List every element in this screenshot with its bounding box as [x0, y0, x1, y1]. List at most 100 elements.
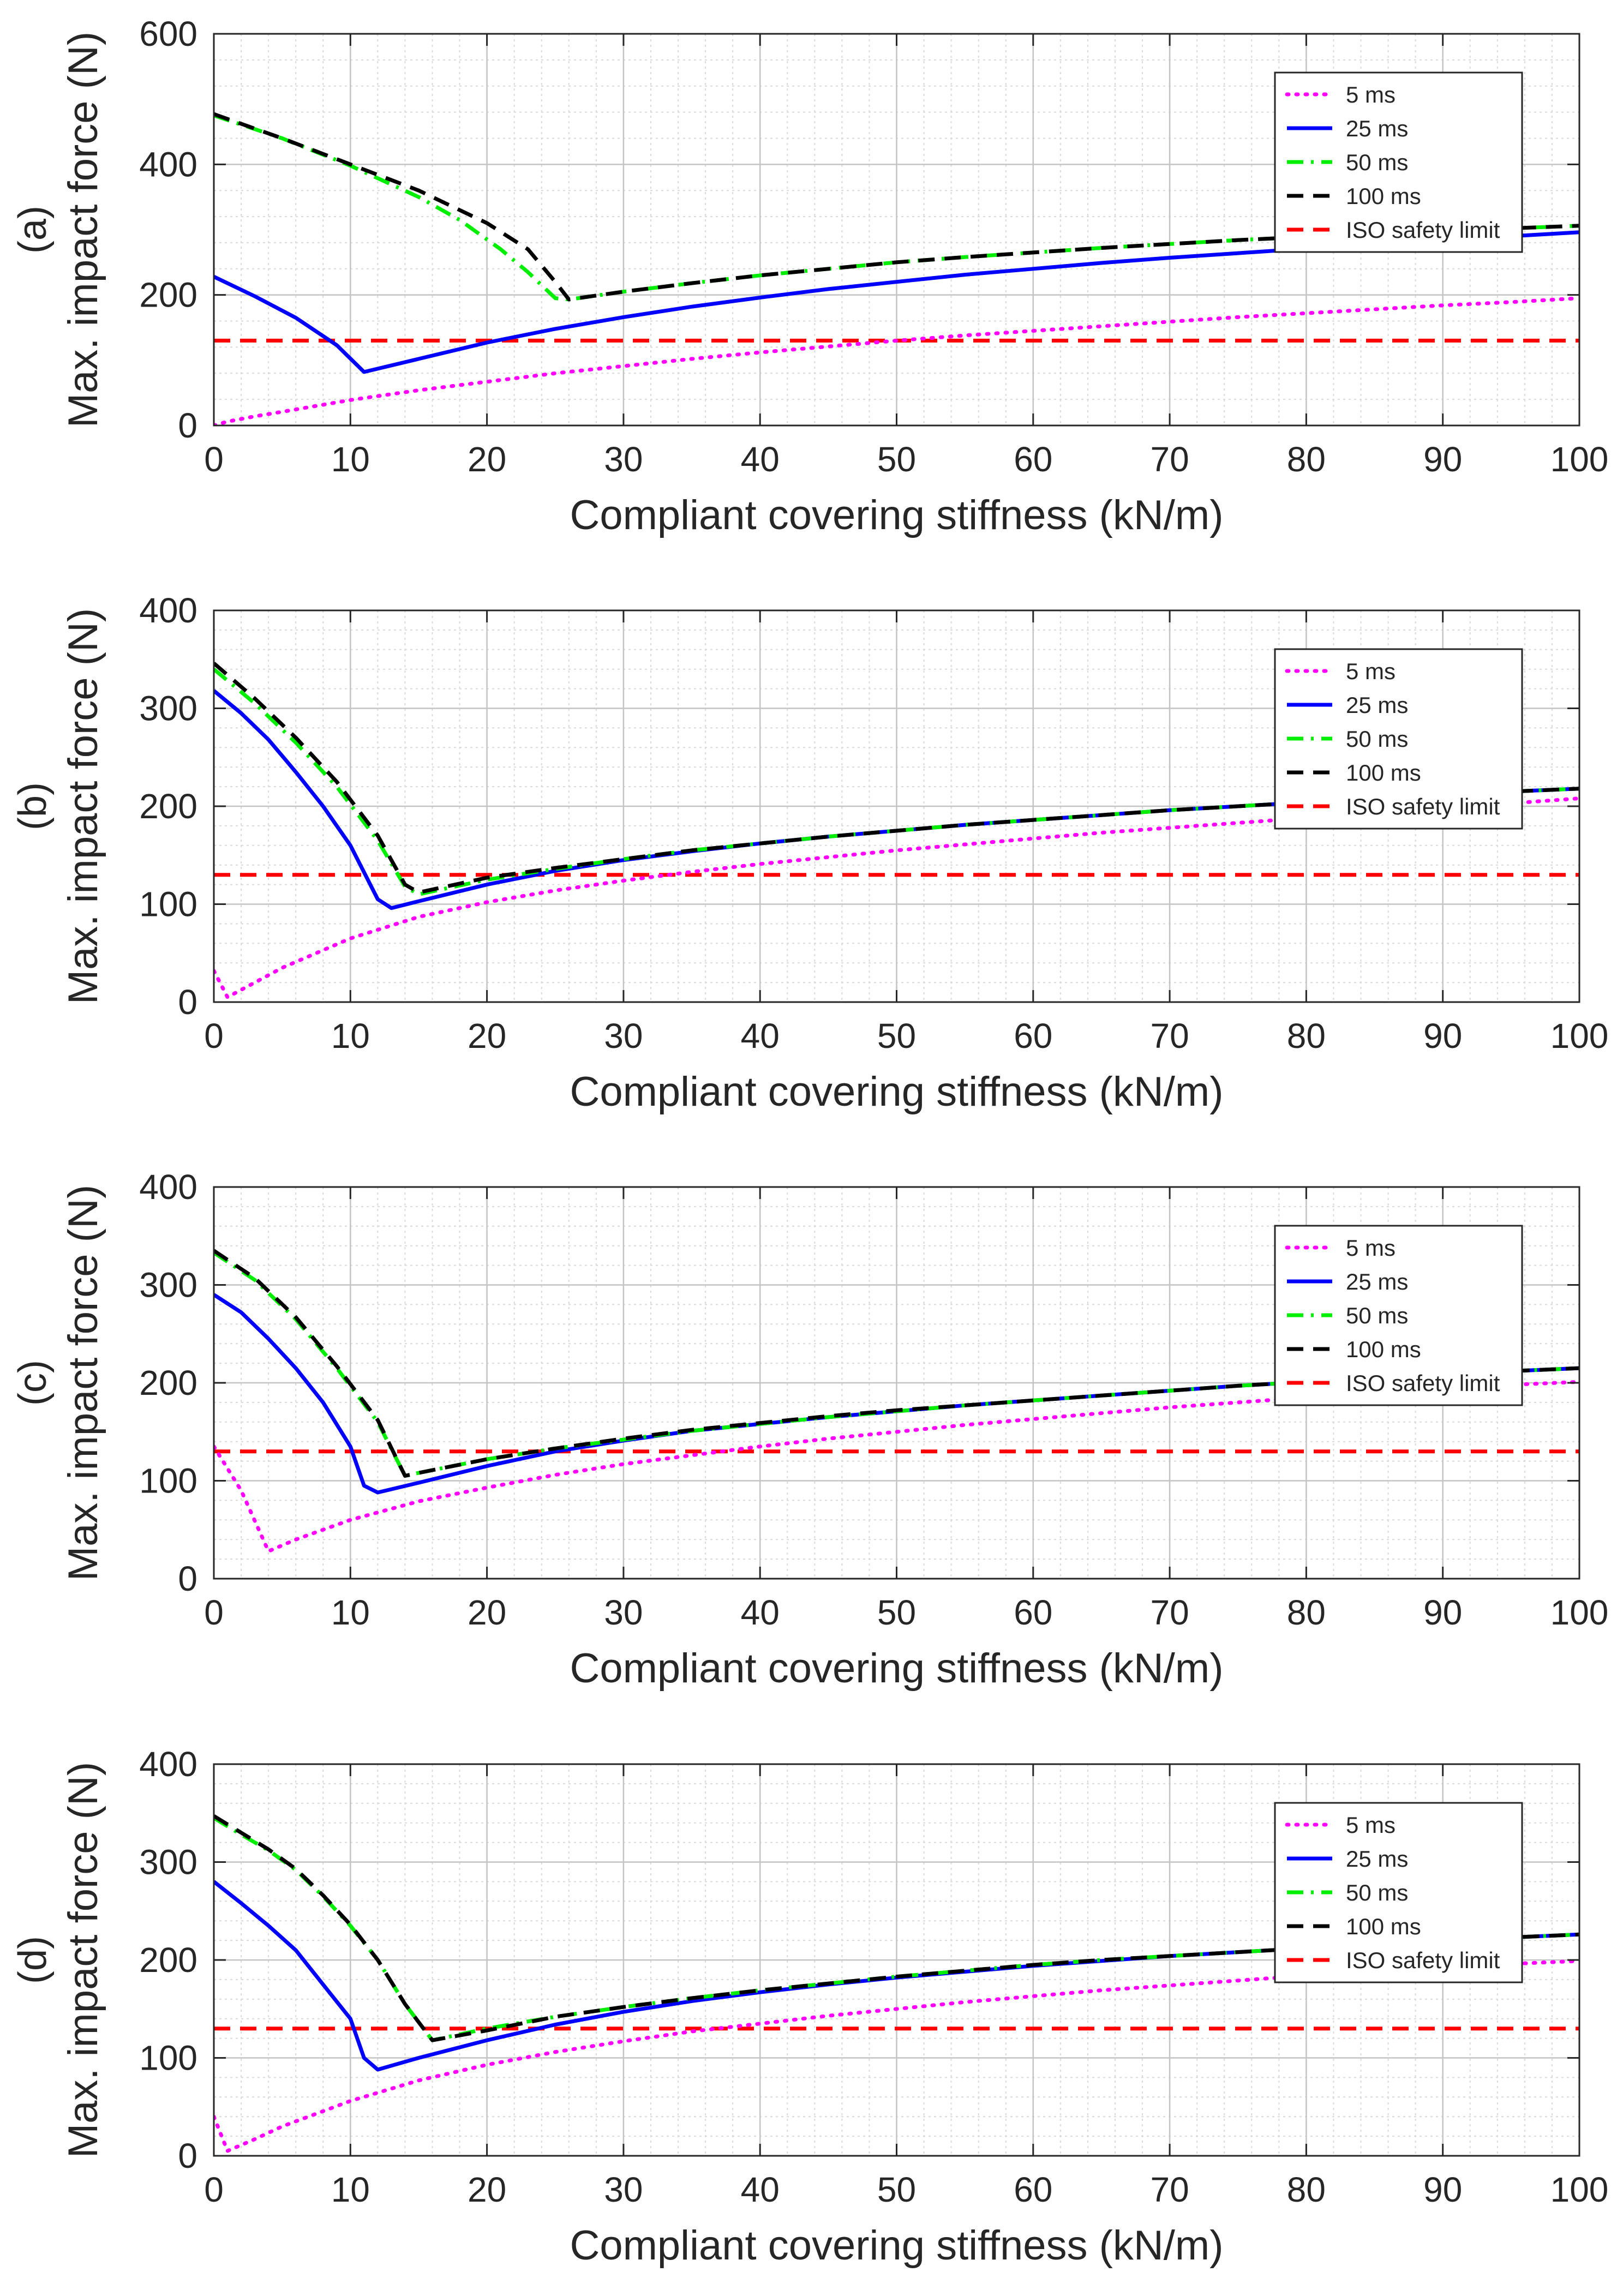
legend-box	[1274, 648, 1523, 830]
x-tick-label: 0	[204, 1593, 224, 1632]
legend-label-25-ms: 25 ms	[1346, 116, 1408, 141]
x-tick-label: 70	[1151, 1593, 1189, 1632]
chart-panel-3: 0 10 20 30 40 50 60 70 80 90 100 0 100 200 300 400 Compl…	[11, 1167, 1608, 1692]
chart-panel-4: 0 10 20 30 40 50 60 70 80 90 100 0 100 200 300 400 Compl…	[11, 1745, 1608, 2269]
tick-marks	[213, 609, 1580, 1003]
legend-label-100-ms: 100 ms	[1346, 1336, 1421, 1362]
x-tick-label: 100	[1550, 1593, 1609, 1632]
tick-marks	[213, 1186, 1580, 1580]
y-axis-label: Max. impact force (N)	[60, 1762, 106, 2158]
legend-box	[1274, 1225, 1523, 1406]
x-tick-label: 20	[468, 2170, 506, 2209]
x-axis-label: Compliant covering stiffness (kN/m)	[570, 2222, 1223, 2269]
legend-label-5-ms: 5 ms	[1346, 1812, 1396, 1838]
y-tick-label: 0	[178, 982, 197, 1022]
x-tick-label: 100	[1550, 2170, 1609, 2209]
x-tick-label: 50	[877, 440, 916, 479]
series-line-5-ms	[214, 1380, 1579, 1554]
legend-label-iso-safety-limit: ISO safety limit	[1346, 1947, 1500, 1973]
x-tick-label: 40	[741, 440, 780, 479]
x-tick-label: 60	[1014, 1593, 1052, 1632]
y-tick-label: 400	[139, 1167, 197, 1207]
x-tick-label: 20	[468, 1593, 506, 1632]
y-tick-label: 100	[139, 1461, 197, 1501]
y-tick-label: 0	[178, 406, 197, 445]
chart-panel-1: 0 10 20 30 40 50 60 70 80 90 100 0 200 400 600 Complian…	[11, 14, 1608, 538]
y-tick-label: 200	[139, 1363, 197, 1402]
y-tick-label: 400	[139, 1745, 197, 1784]
x-tick-label: 40	[741, 1593, 780, 1632]
y-tick-label: 0	[178, 2136, 197, 2175]
x-axis-label: Compliant covering stiffness (kN/m)	[570, 1069, 1223, 1115]
legend: 5 ms 25 ms 50 ms 100 ms ISO safety limit	[1274, 648, 1523, 830]
x-tick-label: 100	[1550, 440, 1609, 479]
tick-marks	[213, 33, 1580, 427]
legend-label-50-ms: 50 ms	[1346, 149, 1408, 175]
legend-label-50-ms: 50 ms	[1346, 726, 1408, 752]
y-tick-label: 600	[139, 14, 197, 53]
x-tick-label: 90	[1423, 1593, 1462, 1632]
y-tick-label: 400	[139, 145, 197, 184]
legend-label-100-ms: 100 ms	[1346, 183, 1421, 209]
legend-label-50-ms: 50 ms	[1346, 1880, 1408, 1905]
legend: 5 ms 25 ms 50 ms 100 ms ISO safety limit	[1274, 71, 1523, 253]
legend-label-iso-safety-limit: ISO safety limit	[1346, 217, 1500, 243]
y-tick-label: 300	[139, 1266, 197, 1305]
x-tick-label: 80	[1287, 1593, 1326, 1632]
y-tick-label: 300	[139, 1843, 197, 1882]
x-tick-label: 30	[604, 2170, 643, 2209]
series-line-100-ms	[214, 112, 1579, 302]
x-tick-label: 0	[204, 1016, 224, 1056]
y-tick-label: 400	[139, 591, 197, 630]
y-tick-label: 200	[139, 787, 197, 826]
y-axis-label: Max. impact force (N)	[60, 608, 106, 1004]
x-tick-label: 0	[204, 2170, 224, 2209]
x-tick-label: 10	[331, 1016, 370, 1056]
x-tick-label: 30	[604, 440, 643, 479]
legend-label-25-ms: 25 ms	[1346, 1269, 1408, 1294]
legend-label-100-ms: 100 ms	[1346, 1914, 1421, 1939]
y-tick-label: 200	[139, 275, 197, 315]
legend-box	[1274, 1802, 1523, 1983]
x-tick-label: 90	[1423, 440, 1462, 479]
x-tick-label: 10	[331, 440, 370, 479]
tick-marks	[213, 1763, 1580, 2157]
x-tick-label: 100	[1550, 1016, 1609, 1056]
x-tick-label: 10	[331, 1593, 370, 1632]
y-tick-label: 0	[178, 1559, 197, 1598]
series-line-5-ms	[214, 796, 1579, 999]
x-tick-label: 80	[1287, 1016, 1326, 1056]
x-tick-label: 0	[204, 440, 224, 479]
x-tick-label: 30	[604, 1016, 643, 1056]
legend-label-5-ms: 5 ms	[1346, 82, 1396, 107]
x-tick-label: 50	[877, 2170, 916, 2209]
y-axis-label: Max. impact force (N)	[60, 1185, 106, 1581]
x-tick-label: 80	[1287, 440, 1326, 479]
legend-label-100-ms: 100 ms	[1346, 760, 1421, 786]
x-tick-label: 30	[604, 1593, 643, 1632]
legend: 5 ms 25 ms 50 ms 100 ms ISO safety limit	[1274, 1225, 1523, 1406]
panel-label: (a)	[11, 206, 55, 254]
y-tick-label: 100	[139, 885, 197, 924]
panel-label: (b)	[11, 782, 55, 830]
legend-label-5-ms: 5 ms	[1346, 658, 1396, 684]
x-tick-label: 20	[468, 1016, 506, 1056]
legend-label-25-ms: 25 ms	[1346, 692, 1408, 718]
y-tick-label: 100	[139, 2039, 197, 2078]
legend: 5 ms 25 ms 50 ms 100 ms ISO safety limit	[1274, 1802, 1523, 1983]
x-tick-label: 60	[1014, 1016, 1052, 1056]
x-axis-label: Compliant covering stiffness (kN/m)	[570, 492, 1223, 538]
x-tick-label: 50	[877, 1016, 916, 1056]
y-tick-label: 200	[139, 1940, 197, 1980]
legend-box	[1274, 71, 1523, 253]
chart-panel-2: 0 10 20 30 40 50 60 70 80 90 100 0 100 200 300 400 Compl…	[11, 591, 1608, 1115]
x-axis-label: Compliant covering stiffness (kN/m)	[570, 1645, 1223, 1692]
panel-label: (c)	[11, 1360, 55, 1406]
x-tick-label: 70	[1151, 2170, 1189, 2209]
x-tick-label: 50	[877, 1593, 916, 1632]
y-axis-label: Max. impact force (N)	[60, 32, 106, 428]
x-tick-label: 90	[1423, 2170, 1462, 2209]
y-tick-label: 300	[139, 689, 197, 728]
x-tick-label: 40	[741, 2170, 780, 2209]
